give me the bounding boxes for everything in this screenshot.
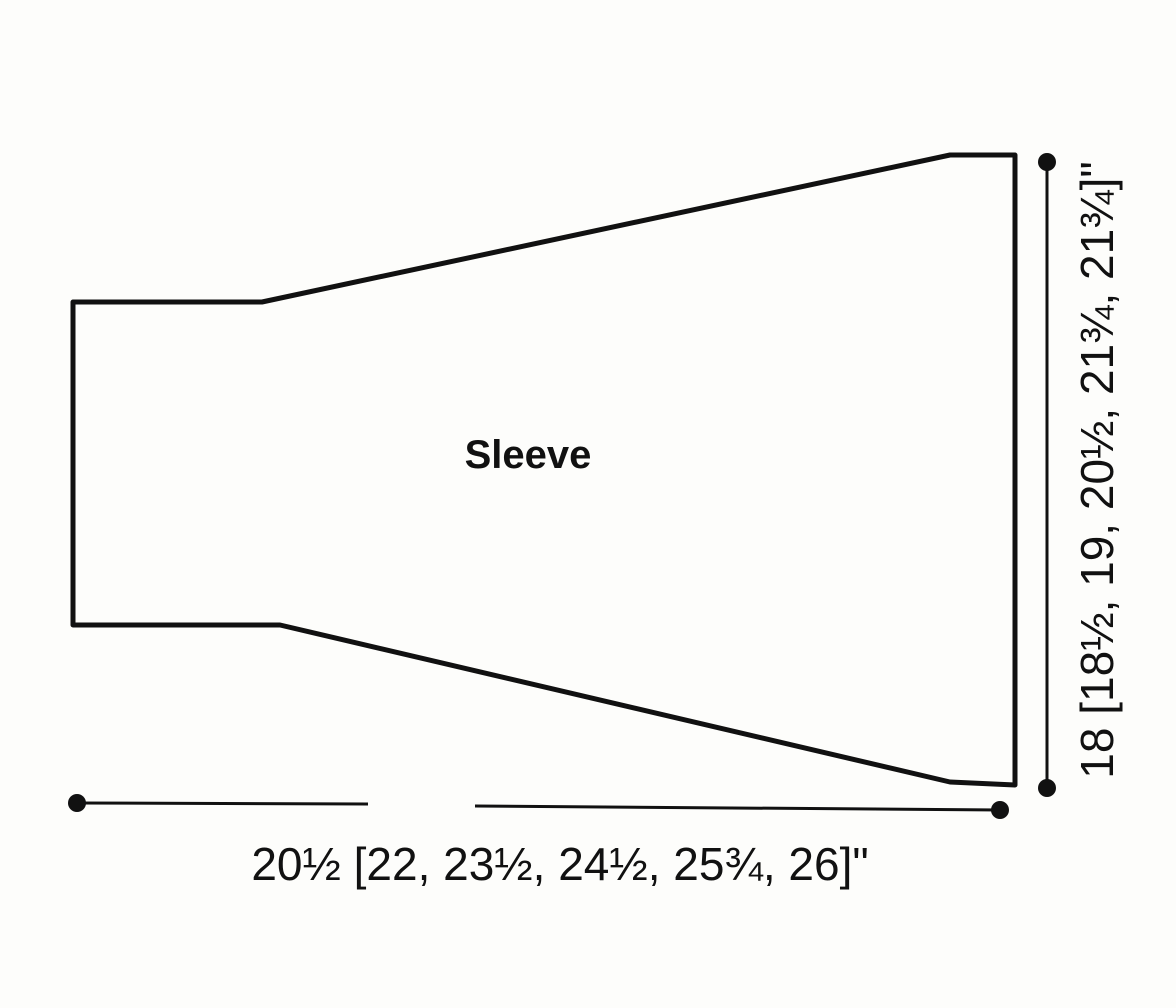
width-line — [474, 804, 1001, 812]
width-end — [991, 801, 1009, 819]
length-end — [1038, 779, 1056, 797]
width-label: 20½ [22, 23½, 24½, 25¾, 26]" — [251, 838, 868, 890]
piece-label: Sleeve — [465, 433, 592, 477]
width-end — [68, 794, 86, 812]
width-line — [76, 801, 369, 806]
length-end — [1038, 153, 1056, 171]
length-label: 18 [18½, 19, 20½, 21¾, 21¾]" — [1071, 161, 1123, 778]
sleeve-outline — [70, 152, 1018, 788]
